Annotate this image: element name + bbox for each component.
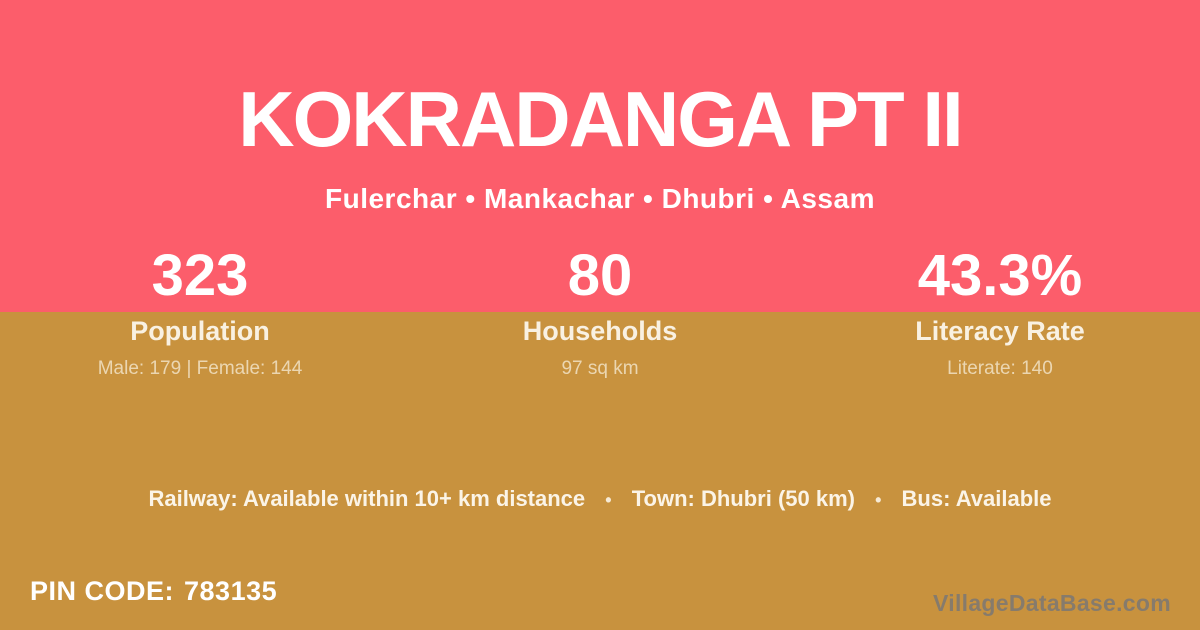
pin-code-label: PIN CODE: xyxy=(30,576,175,606)
population-value: 323 xyxy=(151,243,249,308)
households-label: Households xyxy=(522,316,678,346)
stat-population: 323 Population Male: 179 | Female: 144 xyxy=(0,244,400,380)
bus-info: Bus: Available xyxy=(901,486,1052,511)
separator-dot: • xyxy=(605,489,612,510)
population-label: Population xyxy=(130,316,270,346)
town-info: Town: Dhubri (50 km) xyxy=(631,486,855,511)
population-detail: Male: 179 | Female: 144 xyxy=(97,358,303,379)
literacy-label: Literacy Rate xyxy=(915,316,1085,346)
stat-households: 80 Households 97 sq km xyxy=(400,244,800,380)
literacy-detail: Literate: 140 xyxy=(947,358,1053,379)
header-band xyxy=(0,0,1200,312)
village-title: KOKRADANGA PT II xyxy=(238,75,963,163)
amenities-bar: Railway: Available within 10+ km distanc… xyxy=(0,486,1200,512)
separator-dot: • xyxy=(875,489,882,510)
households-detail: 97 sq km xyxy=(561,358,639,379)
location-breadcrumb: Fulerchar • Mankachar • Dhubri • Assam xyxy=(325,183,875,214)
pin-code-value: 783135 xyxy=(184,576,278,606)
pin-code: PIN CODE: 783135 xyxy=(30,576,277,607)
households-value: 80 xyxy=(567,243,633,308)
literacy-value: 43.3% xyxy=(917,243,1083,308)
watermark-brand: VillageDataBase.com xyxy=(933,590,1171,616)
stat-literacy: 43.3% Literacy Rate Literate: 140 xyxy=(800,244,1200,380)
railway-info: Railway: Available within 10+ km distanc… xyxy=(148,486,586,511)
stats-row: 323 Population Male: 179 | Female: 144 8… xyxy=(0,244,1200,380)
